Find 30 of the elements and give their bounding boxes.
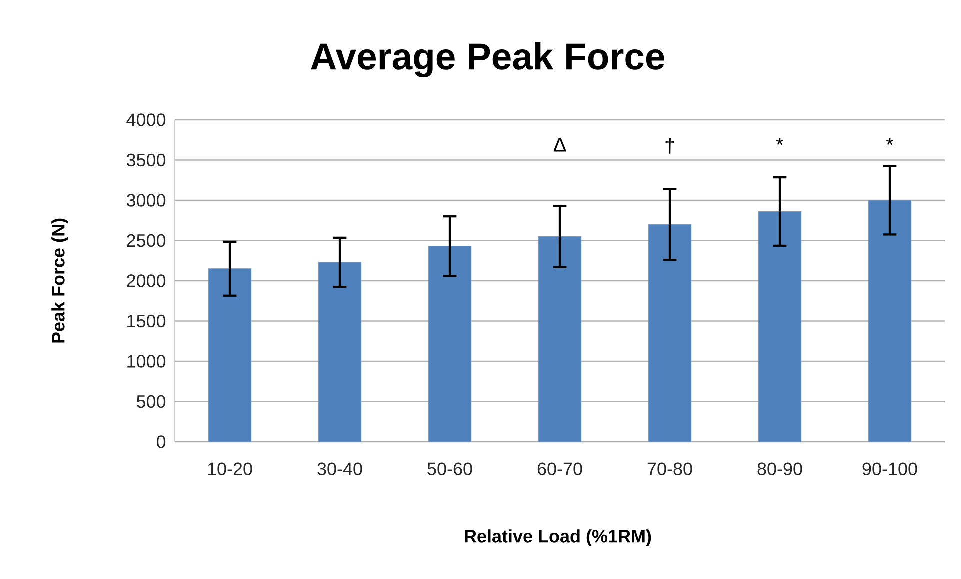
y-tick-label: 1000 xyxy=(128,355,166,368)
y-tick-label: 1500 xyxy=(128,314,166,328)
annotation: * xyxy=(886,138,894,146)
bar xyxy=(428,246,472,442)
y-axis-title: Peak Force (N) xyxy=(52,218,68,343)
x-tick-label: 50-60 xyxy=(428,462,472,476)
x-tick-label: 60-70 xyxy=(538,462,582,476)
bar xyxy=(318,262,362,442)
bar xyxy=(538,236,582,442)
x-tick-label: 10-20 xyxy=(208,462,252,476)
annotation: * xyxy=(776,138,784,146)
x-tick-label: 80-90 xyxy=(758,462,802,476)
bar xyxy=(208,268,252,442)
bar xyxy=(868,200,912,442)
bar xyxy=(758,212,802,442)
y-tick-label: 3500 xyxy=(126,154,166,167)
y-tick-label: 500 xyxy=(136,395,166,408)
y-tick-label: 2000 xyxy=(127,274,166,288)
chart-title: Average Peak Force xyxy=(311,42,664,78)
annotation: † xyxy=(666,138,674,154)
annotation: Δ xyxy=(554,138,566,152)
x-tick-label: 70-80 xyxy=(648,462,692,476)
x-tick-label: 30-40 xyxy=(318,462,362,476)
y-tick-label: 0 xyxy=(156,436,166,448)
y-tick-label: 3000 xyxy=(126,194,166,207)
y-tick-label: 4000 xyxy=(126,114,166,126)
y-tick-label: 2500 xyxy=(127,234,166,248)
bar xyxy=(648,224,692,442)
x-tick-label: 90-100 xyxy=(862,462,918,476)
x-axis-title: Relative Load (%1RM) xyxy=(465,530,652,546)
